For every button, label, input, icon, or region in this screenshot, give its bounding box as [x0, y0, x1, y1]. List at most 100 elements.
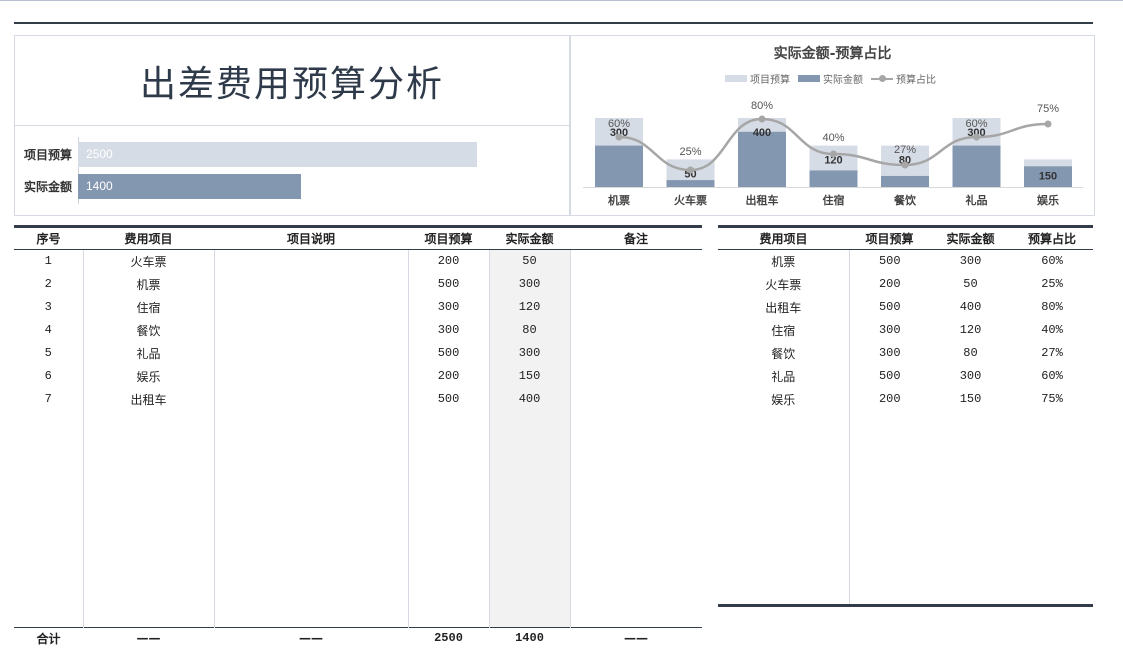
cell-description[interactable] [213, 318, 408, 342]
cell-actual[interactable]: 150 [959, 392, 982, 406]
cell-item[interactable]: 餐饮 [82, 318, 214, 342]
cell-item[interactable]: 礼品 [82, 341, 214, 365]
col-header-index[interactable]: 序号 [14, 225, 83, 250]
cell-item[interactable]: 机票 [82, 272, 214, 296]
cell-index[interactable]: 5 [44, 346, 52, 360]
cell-budget[interactable]: 500 [848, 249, 930, 273]
combo-chart[interactable]: 实际金额-预算占比 项目预算 实际金额 预算占比 300 机票 50 火车票 400 出租… [570, 35, 1095, 216]
col-header-description[interactable]: 项目说明 [214, 225, 408, 250]
cell-ratio[interactable]: 80% [1041, 300, 1063, 314]
col-header-actual[interactable]: 实际金额 [930, 225, 1011, 250]
cell-actual[interactable]: 80 [488, 318, 570, 342]
empty-cell[interactable] [213, 410, 408, 628]
cell-actual[interactable]: 300 [959, 369, 982, 383]
empty-cell[interactable] [569, 410, 702, 628]
cell-description[interactable] [213, 249, 408, 273]
cell-item[interactable]: 出租车 [82, 387, 214, 411]
cell-ratio[interactable]: 75% [1041, 392, 1063, 406]
cell-description[interactable] [213, 272, 408, 296]
cell-notes[interactable] [569, 318, 702, 342]
cell-ratio[interactable]: 60% [1041, 254, 1063, 269]
cell-budget[interactable]: 500 [848, 364, 930, 388]
cell-description[interactable] [213, 387, 408, 411]
cell-actual[interactable]: 120 [488, 295, 570, 319]
cell-item[interactable]: 机票 [771, 254, 796, 269]
cell-notes[interactable] [569, 364, 702, 388]
cell-item[interactable]: 住宿 [771, 323, 796, 338]
empty-cell[interactable] [407, 410, 489, 628]
empty-cell[interactable] [1011, 410, 1093, 607]
total-budget[interactable]: 2500 [408, 627, 489, 648]
title-cell[interactable]: 出差费用预算分析 [15, 36, 569, 126]
empty-cell[interactable] [488, 410, 570, 628]
col-header-actual[interactable]: 实际金额 [489, 225, 570, 250]
empty-cell[interactable] [82, 410, 214, 628]
cell-item[interactable]: 出租车 [765, 300, 802, 315]
cell-budget[interactable]: 500 [848, 295, 930, 319]
cell-actual[interactable]: 300 [488, 272, 570, 296]
total-label[interactable]: 合计 [14, 627, 83, 648]
empty-cell[interactable] [14, 411, 83, 628]
summary-bar-budget[interactable]: 项目预算 2500 [15, 141, 477, 167]
cell-actual[interactable]: 80 [963, 346, 978, 360]
col-header-ratio[interactable]: 预算占比 [1011, 225, 1093, 250]
cell-actual[interactable]: 300 [959, 254, 982, 269]
cell-index[interactable]: 1 [44, 254, 52, 269]
cell-notes[interactable] [569, 295, 702, 319]
cell-index[interactable]: 3 [44, 300, 52, 314]
total-notes-placeholder[interactable]: —— [570, 627, 702, 648]
cell-budget[interactable]: 200 [407, 249, 489, 273]
cell-notes[interactable] [569, 387, 702, 411]
cell-index[interactable]: 2 [44, 277, 52, 291]
cell-item[interactable]: 娱乐 [82, 364, 214, 388]
cell-budget[interactable]: 500 [407, 272, 489, 296]
cell-description[interactable] [213, 341, 408, 365]
total-actual[interactable]: 1400 [489, 627, 570, 648]
total-description-placeholder[interactable]: —— [214, 627, 408, 648]
cell-notes[interactable] [569, 272, 702, 296]
cell-ratio[interactable]: 60% [1041, 369, 1063, 383]
cell-ratio[interactable]: 25% [1041, 277, 1063, 291]
cell-budget[interactable]: 200 [848, 272, 930, 296]
cell-actual[interactable]: 400 [488, 387, 570, 411]
cell-budget[interactable]: 500 [407, 341, 489, 365]
cell-actual[interactable]: 300 [488, 341, 570, 365]
cell-budget[interactable]: 300 [848, 318, 930, 342]
col-header-item[interactable]: 费用项目 [718, 225, 849, 250]
cell-item[interactable]: 住宿 [82, 295, 214, 319]
empty-cell[interactable] [848, 410, 930, 607]
cell-budget[interactable]: 200 [848, 387, 930, 411]
cell-index[interactable]: 7 [44, 392, 52, 406]
col-header-notes[interactable]: 备注 [570, 225, 702, 250]
total-item-placeholder[interactable]: —— [83, 627, 214, 648]
cell-description[interactable] [213, 295, 408, 319]
empty-cell[interactable] [930, 410, 1011, 607]
cell-budget[interactable]: 300 [407, 295, 489, 319]
cell-index[interactable]: 6 [44, 369, 52, 383]
cell-ratio[interactable]: 27% [1041, 346, 1063, 360]
cell-budget[interactable]: 500 [407, 387, 489, 411]
cell-budget[interactable]: 200 [407, 364, 489, 388]
cell-item[interactable]: 火车票 [765, 277, 802, 292]
cell-ratio[interactable]: 40% [1041, 323, 1063, 337]
cell-item[interactable]: 餐饮 [771, 346, 796, 361]
cell-actual[interactable]: 400 [959, 300, 982, 314]
actual-bar[interactable]: 1400 [78, 173, 301, 199]
cell-budget[interactable]: 300 [407, 318, 489, 342]
cell-notes[interactable] [569, 249, 702, 273]
empty-cell[interactable] [718, 410, 849, 607]
cell-actual[interactable]: 120 [959, 323, 982, 337]
cell-budget[interactable]: 300 [848, 341, 930, 365]
cell-actual[interactable]: 50 [488, 249, 570, 273]
cell-notes[interactable] [569, 341, 702, 365]
summary-bar-actual[interactable]: 实际金额 1400 [15, 173, 301, 199]
cell-index[interactable]: 4 [44, 323, 52, 337]
cell-item[interactable]: 礼品 [771, 369, 796, 384]
col-header-budget[interactable]: 项目预算 [408, 225, 489, 250]
cell-description[interactable] [213, 364, 408, 388]
cell-item[interactable]: 娱乐 [771, 392, 796, 407]
cell-actual[interactable]: 50 [963, 277, 978, 291]
budget-bar[interactable]: 2500 [78, 141, 477, 167]
col-header-budget[interactable]: 项目预算 [849, 225, 930, 250]
col-header-item[interactable]: 费用项目 [83, 225, 214, 250]
